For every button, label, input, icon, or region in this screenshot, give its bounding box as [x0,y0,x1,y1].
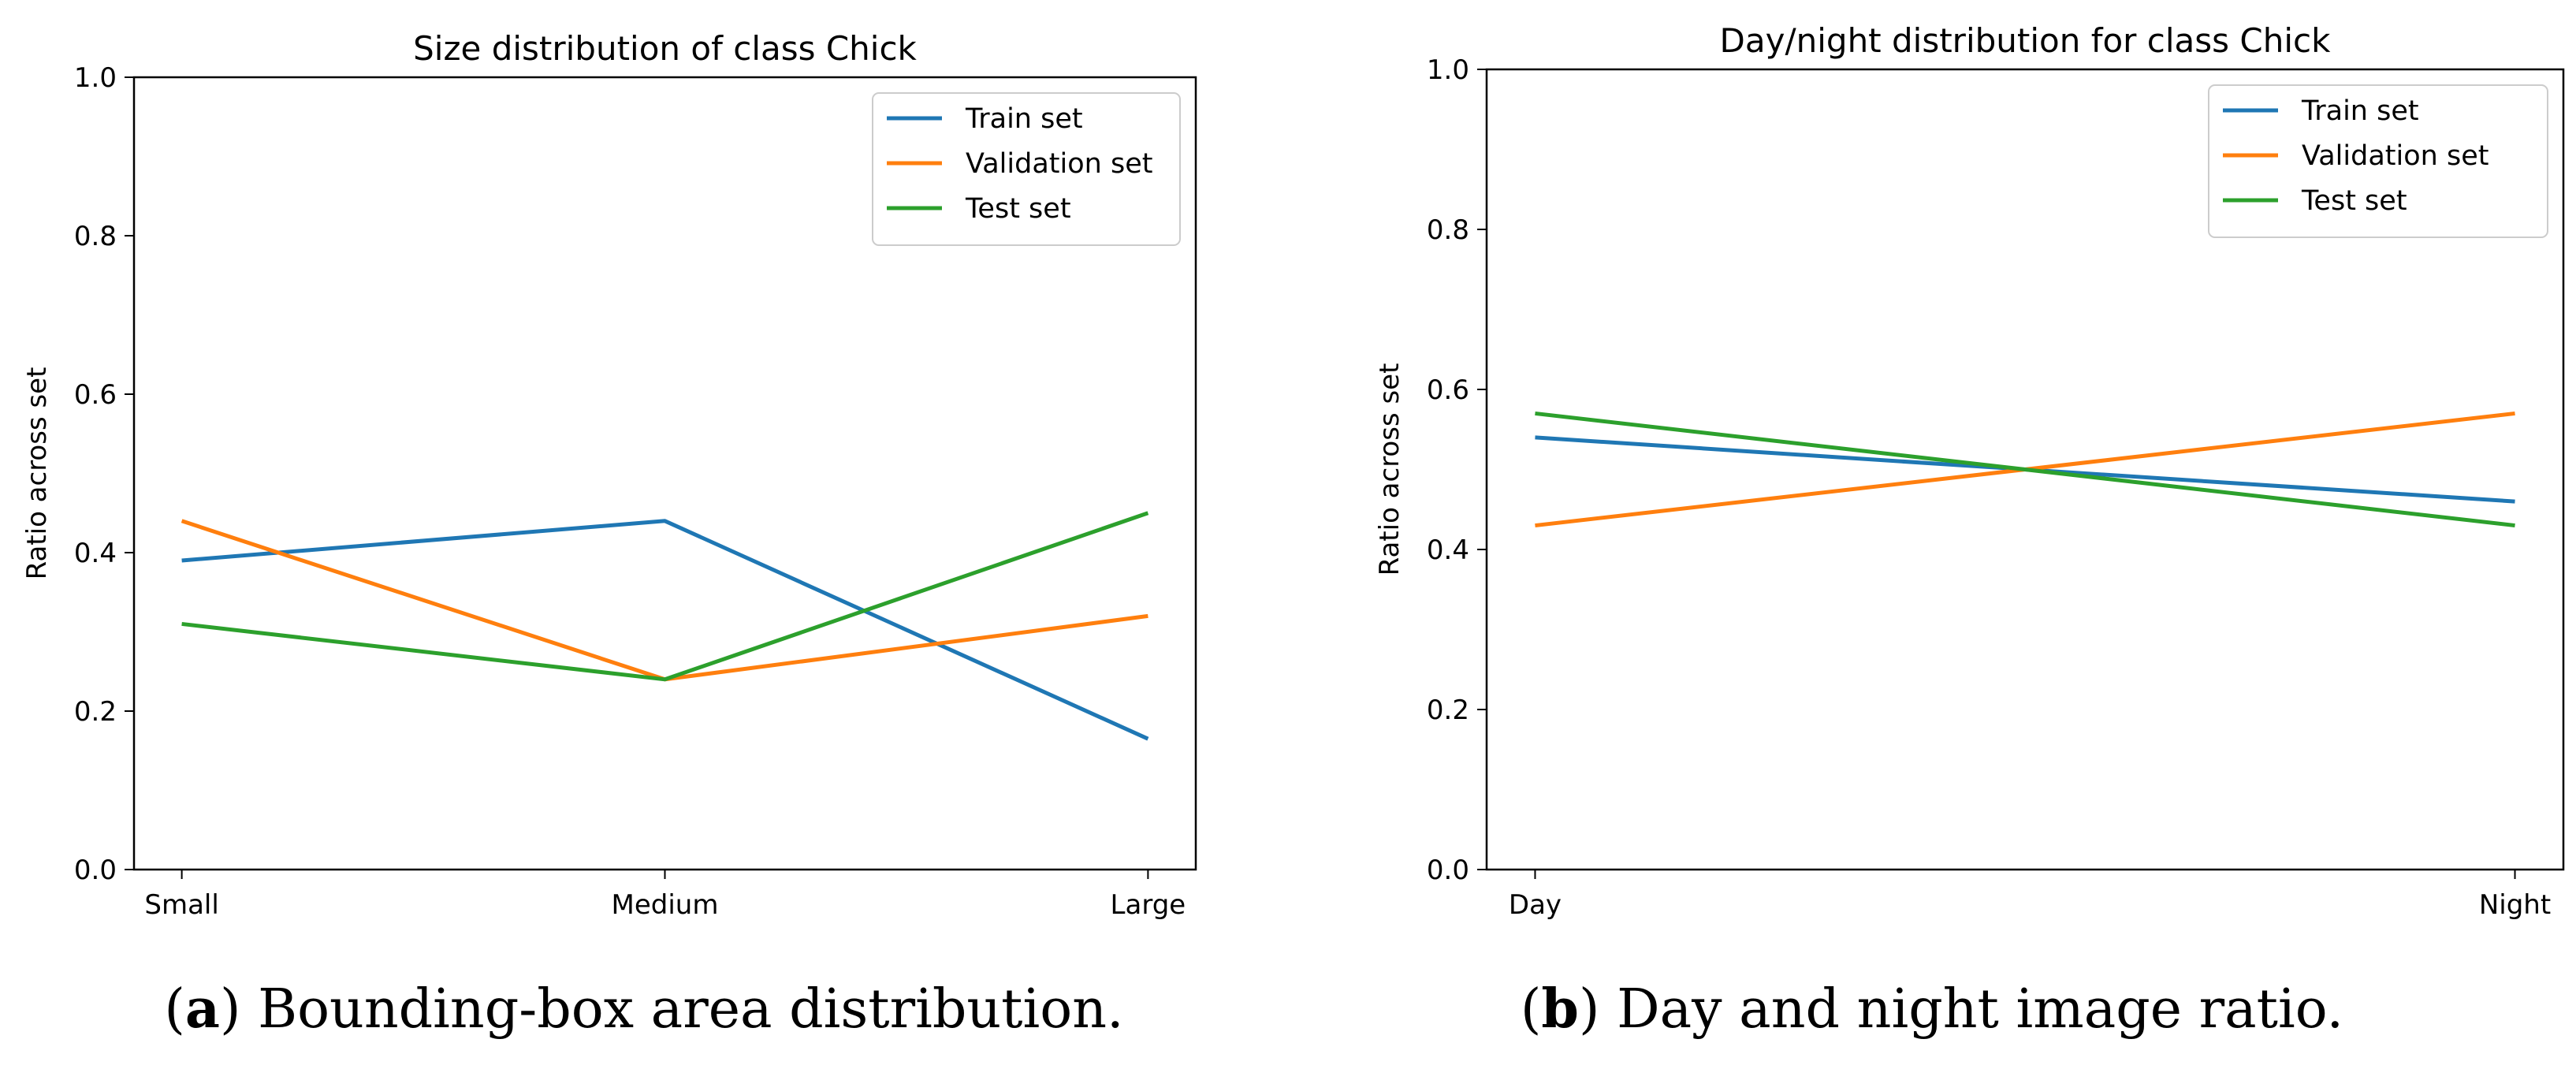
chart-panel-size: Size distribution of class Chick 0.0 0.2 0.… [21,29,1197,1041]
chart0-series-line-validation-set [181,519,1148,682]
caption-b-label: b [1541,978,1579,1041]
caption-b: (b) Day and night image ratio. [1520,978,2344,1041]
chart0-xtick-label-0: Small [144,889,218,921]
chart1-ytick-label-2: 0.4 [1427,534,1469,566]
chart0-ytick-label-5: 1.0 [74,62,117,94]
chart0-ytick-label-3: 0.6 [74,379,117,411]
chart0-xtick-label-2: Large [1111,889,1186,921]
chart0-xtick-label-1: Medium [612,889,719,921]
chart1-legend-box [2208,84,2548,238]
chart1-ylabel: Ratio across set [1374,363,1405,576]
caption-a-text: Bounding-box area distribution. [258,978,1124,1041]
chart0-series-line-train-set [181,519,1149,741]
chart0-legend-label-1: Validation set [966,148,1152,180]
chart0-series-line-test-set [181,511,1149,682]
chart0-ytick-label-1: 0.2 [74,696,117,728]
chart1-ytick-label-3: 0.6 [1427,374,1469,406]
chart1-legend-label-2: Test set [2301,185,2407,217]
caption-b-text: Day and night image ratio. [1617,978,2344,1041]
chart0-ylabel: Ratio across set [21,367,53,580]
chart0-plot-frame [132,76,1197,871]
chart0-ytick-label-0: 0.0 [74,855,117,886]
chart1-plot-frame [1485,68,2565,871]
chart1-ytick-label-4: 0.8 [1427,214,1469,246]
chart0-ytick-label-4: 0.8 [74,221,117,252]
chart1-xtick-label-1: Night [2479,889,2551,921]
chart1-ytick-label-0: 0.0 [1427,855,1469,886]
chart1-ytick-label-5: 1.0 [1427,54,1469,86]
chart1-title: Day/night distribution for class Chick [1720,21,2332,60]
chart0-legend-label-0: Train set [965,103,1083,135]
chart0-ytick-label-2: 0.4 [74,538,117,569]
chart-panel-daynight: Day/night distribution for class Chick 0.… [1288,0,2576,1069]
day-night-distribution-chart: Day/night distribution for class Chick 0.… [1374,21,2565,921]
chart0-title: Size distribution of class Chick [413,29,917,68]
chart0-legend-label-2: Test set [965,193,1071,225]
caption-a: (a) Bounding-box area distribution. [164,978,1124,1041]
chart1-series-line-test-set [1535,411,2515,528]
chart1-legend-label-1: Validation set [2302,140,2489,172]
chart0-legend-box [872,92,1181,246]
chart1-ytick-label-1: 0.2 [1427,695,1469,726]
size-distribution-chart: Size distribution of class Chick 0.0 0.2 0.… [21,29,1197,921]
chart1-legend-label-0: Train set [2301,95,2419,127]
chart1-xtick-label-0: Day [1509,889,1562,921]
caption-a-label: a [184,978,220,1041]
